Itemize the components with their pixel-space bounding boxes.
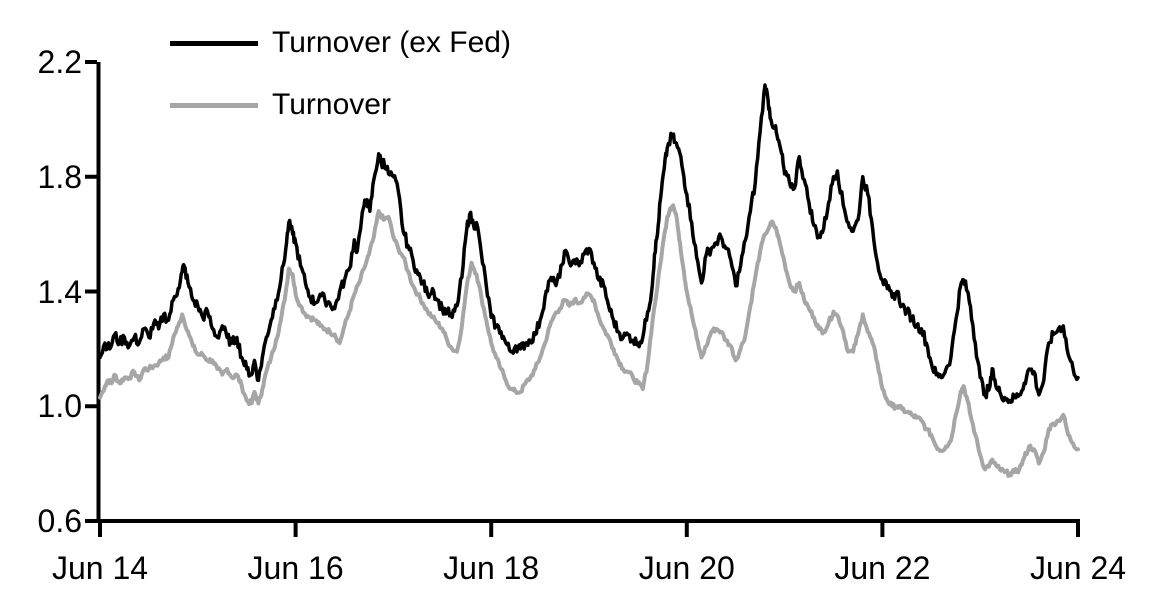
series-line-turnover [98, 203, 1080, 478]
legend: Turnover (ex Fed) Turnover [170, 24, 511, 124]
y-tick-label: 1.4 [37, 273, 82, 310]
x-tick-label: Jun 20 [638, 550, 735, 586]
x-tick-label: Jun 18 [443, 550, 540, 586]
y-tick-label: 1.8 [37, 158, 82, 195]
x-tick-label: Jun 24 [1029, 550, 1127, 586]
x-tick-label: Jun 16 [247, 550, 344, 586]
legend-line-gray [170, 102, 258, 108]
x-tick-label: Jun 14 [51, 550, 149, 586]
legend-label-turnover: Turnover [272, 88, 391, 121]
y-tick-label: 2.2 [37, 44, 82, 80]
legend-label-turnover-ex-fed: Turnover (ex Fed) [272, 26, 511, 59]
series-line-turnover-ex-fed [98, 83, 1080, 405]
legend-item-turnover: Turnover [170, 86, 511, 124]
y-tick-label: 0.6 [37, 503, 82, 539]
y-tick-label: 1.0 [37, 388, 82, 425]
x-tick-label: Jun 22 [834, 550, 931, 586]
legend-item-turnover-ex-fed: Turnover (ex Fed) [170, 24, 511, 62]
legend-line-black [170, 40, 258, 46]
